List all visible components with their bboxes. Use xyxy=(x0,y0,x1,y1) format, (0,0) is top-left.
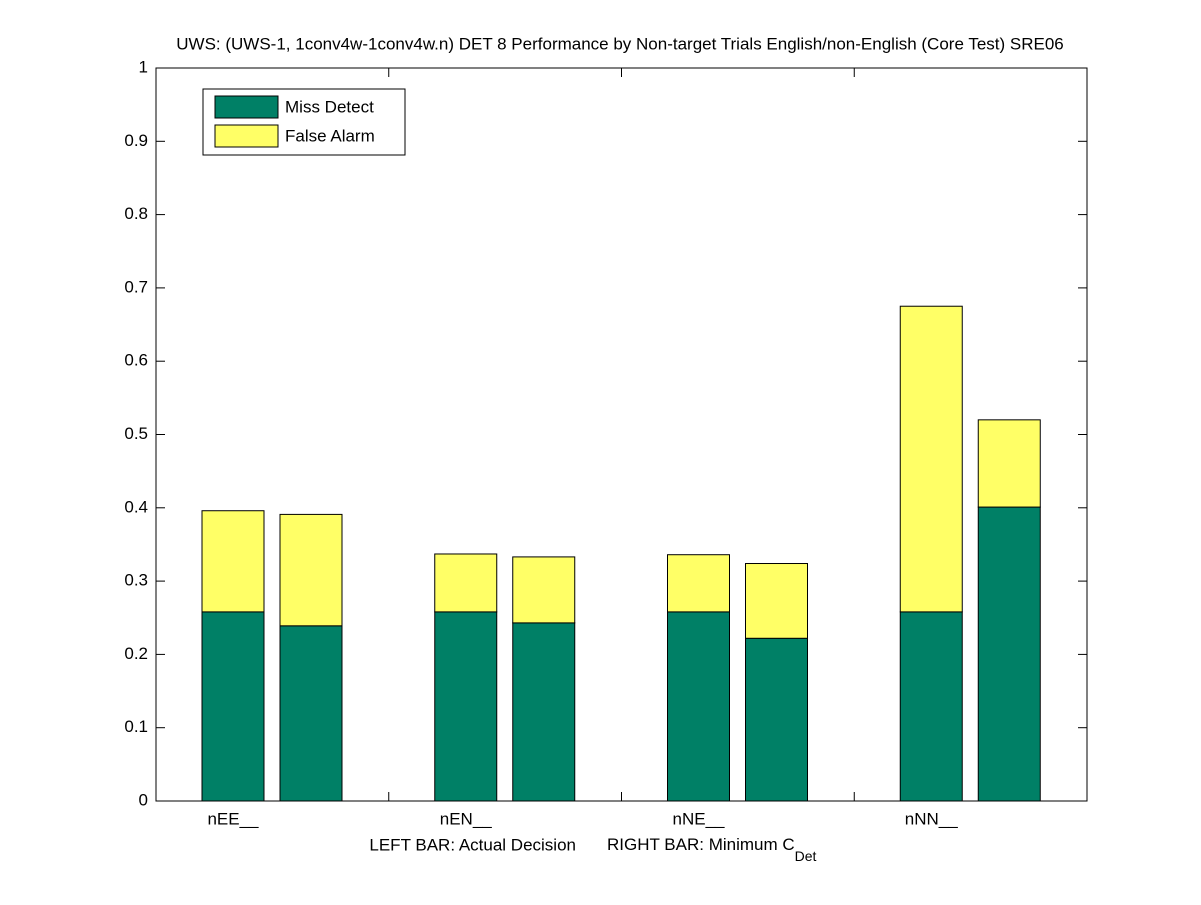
x-tick-label: nEN__ xyxy=(440,809,493,828)
y-tick-label: 0.3 xyxy=(124,571,148,590)
bar-segment xyxy=(667,554,730,613)
y-tick-label: 0.7 xyxy=(124,277,148,296)
bar-segment xyxy=(279,513,343,627)
y-tick-label: 1 xyxy=(139,57,148,76)
x-axis-label-main: RIGHT BAR: Minimum C xyxy=(607,835,795,854)
legend-swatch xyxy=(214,124,279,148)
y-tick-label: 0.4 xyxy=(124,497,148,516)
bar-segment xyxy=(512,556,576,624)
x-tick-label: nNE__ xyxy=(673,809,726,828)
x-axis-label: LEFT BAR: Actual Decision xyxy=(369,835,576,854)
bar-segment xyxy=(977,419,1041,508)
y-tick-label: 0.9 xyxy=(124,131,148,150)
bar-segment xyxy=(745,637,808,802)
bar-segment xyxy=(899,305,963,613)
bar-segment xyxy=(977,506,1041,802)
x-tick-label: nEE__ xyxy=(207,809,259,828)
chart-title: UWS: (UWS-1, 1conv4w-1conv4w.n) DET 8 Pe… xyxy=(176,34,1064,53)
bar-segment xyxy=(201,611,265,802)
x-tick-label: nNN__ xyxy=(905,809,958,828)
bar-segment xyxy=(434,553,498,613)
bar-segment xyxy=(899,611,963,802)
y-tick-label: 0 xyxy=(139,790,148,809)
legend-label: False Alarm xyxy=(285,126,375,145)
x-axis-label: RIGHT BAR: Minimum CDet xyxy=(607,835,817,863)
bar-segment xyxy=(667,611,730,802)
y-tick-label: 0.1 xyxy=(124,717,148,736)
y-tick-label: 0.5 xyxy=(124,424,148,443)
x-axis-label-subscript: Det xyxy=(795,848,817,864)
y-tick-label: 0.8 xyxy=(124,204,148,223)
legend: Miss Detect False Alarm xyxy=(202,88,406,156)
bar-segment xyxy=(434,611,498,802)
y-tick-label: 0.6 xyxy=(124,351,148,370)
bar-segment xyxy=(512,622,576,802)
bar-segment xyxy=(745,563,808,639)
bar-segment xyxy=(279,625,343,802)
plot-frame xyxy=(155,67,1088,802)
legend-label: Miss Detect xyxy=(285,97,374,116)
y-tick-label: 0.2 xyxy=(124,644,148,663)
bar-segment xyxy=(201,510,265,613)
legend-swatch xyxy=(214,95,279,119)
